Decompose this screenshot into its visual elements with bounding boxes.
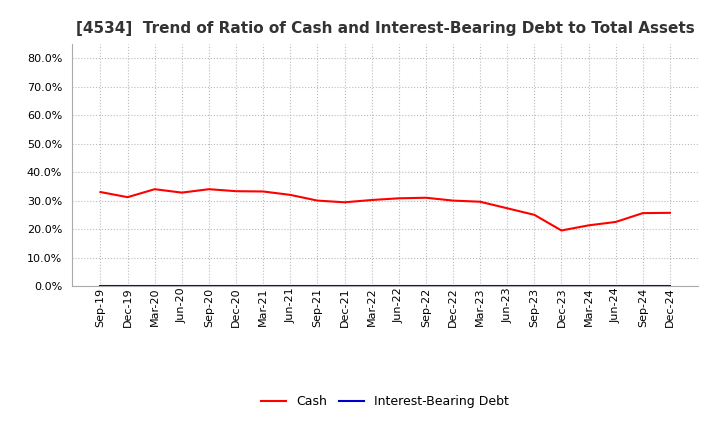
Cash [530, 212, 539, 217]
Cash [665, 210, 674, 216]
Cash [232, 189, 240, 194]
Interest-Bearing Debt [421, 283, 430, 289]
Interest-Bearing Debt [584, 283, 593, 289]
Interest-Bearing Debt [232, 283, 240, 289]
Cash [313, 198, 322, 203]
Cash [367, 198, 376, 203]
Cash [611, 219, 620, 224]
Interest-Bearing Debt [367, 283, 376, 289]
Cash [449, 198, 457, 203]
Interest-Bearing Debt [503, 283, 511, 289]
Interest-Bearing Debt [286, 283, 294, 289]
Cash [476, 199, 485, 204]
Cash [584, 223, 593, 228]
Cash [639, 210, 647, 216]
Cash [286, 192, 294, 198]
Interest-Bearing Debt [530, 283, 539, 289]
Line: Cash: Cash [101, 189, 670, 231]
Cash [204, 187, 213, 192]
Cash [395, 196, 403, 201]
Cash [341, 200, 349, 205]
Cash [421, 195, 430, 200]
Interest-Bearing Debt [178, 283, 186, 289]
Cash [178, 190, 186, 195]
Interest-Bearing Debt [449, 283, 457, 289]
Legend: Cash, Interest-Bearing Debt: Cash, Interest-Bearing Debt [256, 390, 514, 413]
Interest-Bearing Debt [313, 283, 322, 289]
Interest-Bearing Debt [557, 283, 566, 289]
Interest-Bearing Debt [123, 283, 132, 289]
Cash [557, 228, 566, 233]
Cash [96, 189, 105, 194]
Interest-Bearing Debt [476, 283, 485, 289]
Interest-Bearing Debt [395, 283, 403, 289]
Interest-Bearing Debt [204, 283, 213, 289]
Cash [503, 205, 511, 211]
Cash [150, 187, 159, 192]
Interest-Bearing Debt [639, 283, 647, 289]
Title: [4534]  Trend of Ratio of Cash and Interest-Bearing Debt to Total Assets: [4534] Trend of Ratio of Cash and Intere… [76, 21, 695, 36]
Interest-Bearing Debt [665, 283, 674, 289]
Interest-Bearing Debt [150, 283, 159, 289]
Interest-Bearing Debt [259, 283, 268, 289]
Interest-Bearing Debt [96, 283, 105, 289]
Cash [259, 189, 268, 194]
Interest-Bearing Debt [611, 283, 620, 289]
Cash [123, 194, 132, 200]
Interest-Bearing Debt [341, 283, 349, 289]
